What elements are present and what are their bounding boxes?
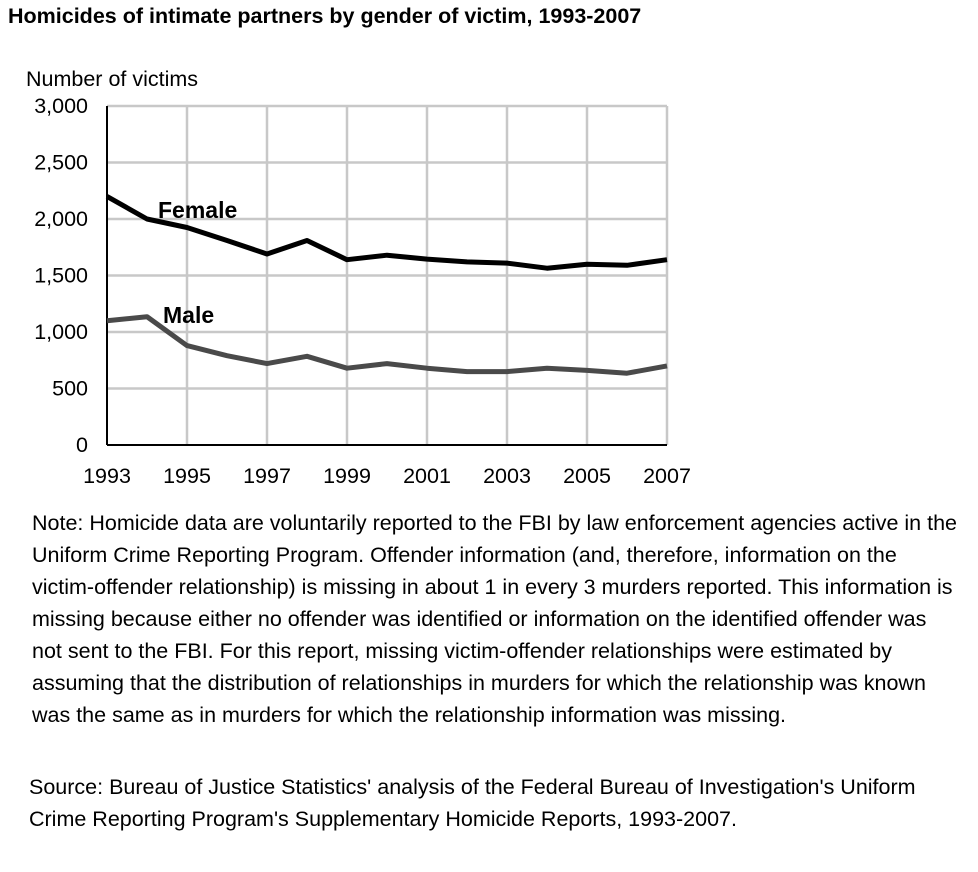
axes: 0 500 1,000 1,500 2,000 2,500 3,000 1993 1995 199…	[34, 94, 691, 488]
series-label-female: Female	[158, 197, 237, 223]
series-line-male	[106, 314, 668, 376]
y-tick-label: 1,000	[34, 320, 88, 344]
x-tick-label: 1999	[323, 464, 371, 488]
y-axis-label: Number of victims	[26, 67, 198, 91]
y-tick-label: 0	[76, 433, 88, 457]
y-tick-label: 2,000	[34, 207, 88, 231]
x-tick-label: 2001	[403, 464, 451, 488]
y-tick-label: 3,000	[34, 94, 88, 118]
y-tick-label: 1,500	[34, 264, 88, 288]
series-label-male: Male	[163, 302, 214, 328]
x-tick-label: 1997	[243, 464, 291, 488]
series-lines	[105, 194, 668, 376]
x-tick-label: 1995	[163, 464, 211, 488]
x-tick-label: 1993	[83, 464, 131, 488]
x-tick-label: 2005	[563, 464, 611, 488]
y-tick-label: 500	[52, 377, 88, 401]
series-labels: Female Male	[158, 197, 237, 328]
source-text: Source: Bureau of Justice Statistics' an…	[29, 775, 916, 831]
x-tick-label: 2003	[483, 464, 531, 488]
x-tick-label: 2007	[643, 464, 691, 488]
series-line-female	[105, 194, 668, 271]
chart-title: Homicides of intimate partners by gender…	[8, 4, 642, 28]
y-tick-label: 2,500	[34, 151, 88, 175]
gridlines	[107, 104, 669, 445]
line-chart: 0 500 1,000 1,500 2,000 2,500 3,000 1993 1995 199…	[26, 67, 691, 488]
note-text: Note: Homicide data are voluntarily repo…	[32, 511, 957, 727]
